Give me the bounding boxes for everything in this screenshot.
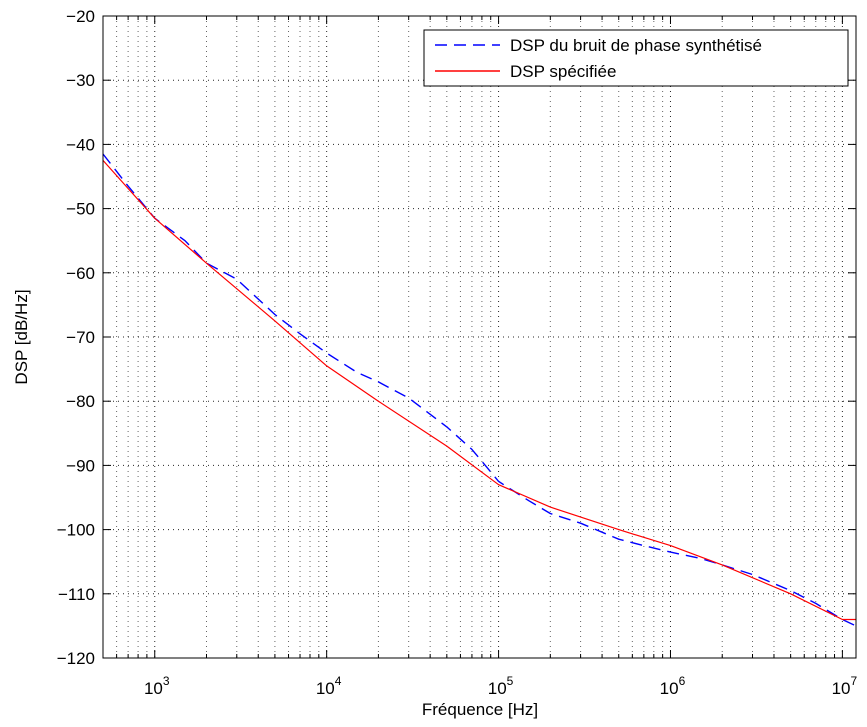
series-line-synthesized [103,153,856,627]
y-tick-label: −60 [66,264,95,283]
x-tick-labels: 103 104 105 106 107 [144,674,858,698]
x-tick-label-base: 10 [316,679,335,698]
legend-label-specified: DSP spécifiée [510,62,616,81]
x-tick-label-exponent: 3 [163,674,170,688]
y-tick-label: −90 [66,456,95,475]
x-tick-label: 105 [488,674,514,698]
y-tick-label: −100 [57,521,95,540]
x-tick-label-exponent: 4 [335,674,342,688]
series-layer [103,153,856,627]
series-line-specified [103,159,856,621]
y-tick-label: −80 [66,392,95,411]
x-tick-label-base: 10 [660,679,679,698]
legend-label-synthesized: DSP du bruit de phase synthétisé [510,36,762,55]
x-axis-label: Fréquence [Hz] [422,700,538,719]
x-tick-label-base: 10 [144,679,163,698]
x-tick-label-base: 10 [832,679,851,698]
y-tick-labels: −120 −110 −100 −90 −80 −70 −60 −50 −40 −30 −20 [57,7,95,668]
x-tick-label: 106 [660,674,686,698]
x-tick-label: 103 [144,674,170,698]
legend-box [423,29,849,87]
x-tick-label-exponent: 5 [507,674,514,688]
x-tick-label-exponent: 6 [679,674,686,688]
y-tick-label: −120 [57,649,95,668]
legend: DSP du bruit de phase synthétisé DSP spé… [423,29,849,87]
ticks [102,15,856,659]
grid [102,16,856,658]
y-tick-label: −40 [66,135,95,154]
y-tick-label: −30 [66,71,95,90]
y-tick-label: −20 [66,7,95,26]
x-tick-label-base: 10 [488,679,507,698]
y-tick-label: −50 [66,200,95,219]
x-tick-label: 104 [316,674,342,698]
x-tick-label: 107 [832,674,858,698]
y-axis-label: DSP [dB/Hz] [12,289,31,384]
y-tick-label: −70 [66,328,95,347]
y-tick-label: −110 [58,585,95,604]
x-tick-label-exponent: 7 [851,674,858,688]
